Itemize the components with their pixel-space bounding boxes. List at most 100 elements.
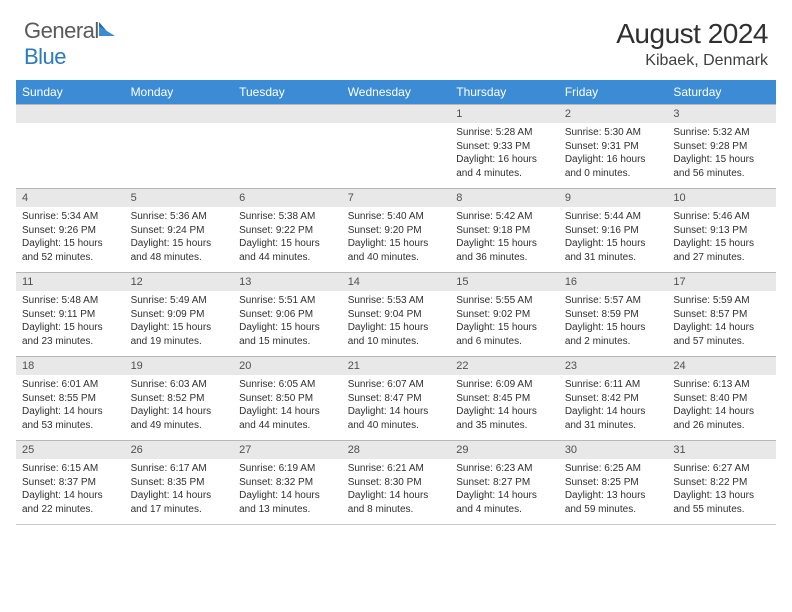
sunrise-text: Sunrise: 5:42 AM bbox=[456, 210, 553, 224]
day-data: Sunrise: 6:23 AMSunset: 8:27 PMDaylight:… bbox=[450, 459, 559, 524]
day-number: 27 bbox=[233, 440, 342, 459]
day-data: Sunrise: 5:40 AMSunset: 9:20 PMDaylight:… bbox=[342, 207, 451, 272]
month-year: August 2024 bbox=[616, 18, 768, 50]
daylight-text: Daylight: 15 hours and 23 minutes. bbox=[22, 321, 119, 348]
sunrise-text: Sunrise: 6:25 AM bbox=[565, 462, 662, 476]
brand-logo: GeneralBlue bbox=[24, 18, 117, 70]
sunrise-text: Sunrise: 6:13 AM bbox=[673, 378, 770, 392]
sunrise-text: Sunrise: 6:21 AM bbox=[348, 462, 445, 476]
daylight-text: Daylight: 15 hours and 19 minutes. bbox=[131, 321, 228, 348]
day-number: 25 bbox=[16, 440, 125, 459]
day-cell: 26Sunrise: 6:17 AMSunset: 8:35 PMDayligh… bbox=[125, 440, 234, 525]
week-row: 4Sunrise: 5:34 AMSunset: 9:26 PMDaylight… bbox=[16, 188, 776, 272]
brand-text: GeneralBlue bbox=[24, 18, 117, 70]
day-number: 26 bbox=[125, 440, 234, 459]
daylight-text: Daylight: 15 hours and 27 minutes. bbox=[673, 237, 770, 264]
sunset-text: Sunset: 8:52 PM bbox=[131, 392, 228, 406]
day-cell: 1Sunrise: 5:28 AMSunset: 9:33 PMDaylight… bbox=[450, 104, 559, 188]
daylight-text: Daylight: 15 hours and 2 minutes. bbox=[565, 321, 662, 348]
day-number: 19 bbox=[125, 356, 234, 375]
day-data bbox=[342, 123, 451, 183]
sunrise-text: Sunrise: 6:23 AM bbox=[456, 462, 553, 476]
calendar-body: 1Sunrise: 5:28 AMSunset: 9:33 PMDaylight… bbox=[16, 104, 776, 525]
day-cell: 18Sunrise: 6:01 AMSunset: 8:55 PMDayligh… bbox=[16, 356, 125, 440]
sunset-text: Sunset: 8:32 PM bbox=[239, 476, 336, 490]
sunrise-text: Sunrise: 6:15 AM bbox=[22, 462, 119, 476]
day-header: Tuesday bbox=[233, 80, 342, 104]
day-number bbox=[125, 104, 234, 123]
week-row: 11Sunrise: 5:48 AMSunset: 9:11 PMDayligh… bbox=[16, 272, 776, 356]
sunset-text: Sunset: 9:20 PM bbox=[348, 224, 445, 238]
day-cell: 24Sunrise: 6:13 AMSunset: 8:40 PMDayligh… bbox=[667, 356, 776, 440]
day-cell: 25Sunrise: 6:15 AMSunset: 8:37 PMDayligh… bbox=[16, 440, 125, 525]
day-number: 31 bbox=[667, 440, 776, 459]
day-number: 22 bbox=[450, 356, 559, 375]
day-data: Sunrise: 6:21 AMSunset: 8:30 PMDaylight:… bbox=[342, 459, 451, 524]
sunrise-text: Sunrise: 5:53 AM bbox=[348, 294, 445, 308]
day-data: Sunrise: 5:59 AMSunset: 8:57 PMDaylight:… bbox=[667, 291, 776, 356]
brand-text-general: General bbox=[24, 18, 99, 43]
sunset-text: Sunset: 8:35 PM bbox=[131, 476, 228, 490]
day-cell: 3Sunrise: 5:32 AMSunset: 9:28 PMDaylight… bbox=[667, 104, 776, 188]
sunset-text: Sunset: 8:30 PM bbox=[348, 476, 445, 490]
day-number bbox=[342, 104, 451, 123]
daylight-text: Daylight: 14 hours and 44 minutes. bbox=[239, 405, 336, 432]
day-cell: 10Sunrise: 5:46 AMSunset: 9:13 PMDayligh… bbox=[667, 188, 776, 272]
sunset-text: Sunset: 9:24 PM bbox=[131, 224, 228, 238]
day-cell: 6Sunrise: 5:38 AMSunset: 9:22 PMDaylight… bbox=[233, 188, 342, 272]
day-cell: 11Sunrise: 5:48 AMSunset: 9:11 PMDayligh… bbox=[16, 272, 125, 356]
day-data: Sunrise: 6:11 AMSunset: 8:42 PMDaylight:… bbox=[559, 375, 668, 440]
sunset-text: Sunset: 9:31 PM bbox=[565, 140, 662, 154]
day-data: Sunrise: 5:55 AMSunset: 9:02 PMDaylight:… bbox=[450, 291, 559, 356]
day-data: Sunrise: 5:42 AMSunset: 9:18 PMDaylight:… bbox=[450, 207, 559, 272]
day-number: 6 bbox=[233, 188, 342, 207]
day-cell: 15Sunrise: 5:55 AMSunset: 9:02 PMDayligh… bbox=[450, 272, 559, 356]
day-number bbox=[233, 104, 342, 123]
day-number: 8 bbox=[450, 188, 559, 207]
sunrise-text: Sunrise: 6:19 AM bbox=[239, 462, 336, 476]
day-cell: 22Sunrise: 6:09 AMSunset: 8:45 PMDayligh… bbox=[450, 356, 559, 440]
day-number: 1 bbox=[450, 104, 559, 123]
day-data: Sunrise: 5:57 AMSunset: 8:59 PMDaylight:… bbox=[559, 291, 668, 356]
day-number: 29 bbox=[450, 440, 559, 459]
sunrise-text: Sunrise: 5:48 AM bbox=[22, 294, 119, 308]
day-cell bbox=[125, 104, 234, 188]
sunrise-text: Sunrise: 6:11 AM bbox=[565, 378, 662, 392]
day-data: Sunrise: 6:05 AMSunset: 8:50 PMDaylight:… bbox=[233, 375, 342, 440]
sunset-text: Sunset: 9:18 PM bbox=[456, 224, 553, 238]
sunset-text: Sunset: 8:45 PM bbox=[456, 392, 553, 406]
sunrise-text: Sunrise: 6:07 AM bbox=[348, 378, 445, 392]
sunrise-text: Sunrise: 6:01 AM bbox=[22, 378, 119, 392]
daylight-text: Daylight: 15 hours and 6 minutes. bbox=[456, 321, 553, 348]
day-data: Sunrise: 6:17 AMSunset: 8:35 PMDaylight:… bbox=[125, 459, 234, 524]
day-header: Saturday bbox=[667, 80, 776, 104]
day-number: 17 bbox=[667, 272, 776, 291]
day-cell: 23Sunrise: 6:11 AMSunset: 8:42 PMDayligh… bbox=[559, 356, 668, 440]
day-data: Sunrise: 6:13 AMSunset: 8:40 PMDaylight:… bbox=[667, 375, 776, 440]
daylight-text: Daylight: 15 hours and 48 minutes. bbox=[131, 237, 228, 264]
sunrise-text: Sunrise: 5:28 AM bbox=[456, 126, 553, 140]
day-data bbox=[233, 123, 342, 183]
day-data: Sunrise: 6:09 AMSunset: 8:45 PMDaylight:… bbox=[450, 375, 559, 440]
day-data: Sunrise: 5:38 AMSunset: 9:22 PMDaylight:… bbox=[233, 207, 342, 272]
sunrise-text: Sunrise: 6:05 AM bbox=[239, 378, 336, 392]
day-cell: 5Sunrise: 5:36 AMSunset: 9:24 PMDaylight… bbox=[125, 188, 234, 272]
day-cell: 12Sunrise: 5:49 AMSunset: 9:09 PMDayligh… bbox=[125, 272, 234, 356]
sunset-text: Sunset: 9:28 PM bbox=[673, 140, 770, 154]
sunset-text: Sunset: 9:22 PM bbox=[239, 224, 336, 238]
daylight-text: Daylight: 13 hours and 55 minutes. bbox=[673, 489, 770, 516]
day-number: 16 bbox=[559, 272, 668, 291]
day-data: Sunrise: 6:07 AMSunset: 8:47 PMDaylight:… bbox=[342, 375, 451, 440]
daylight-text: Daylight: 15 hours and 36 minutes. bbox=[456, 237, 553, 264]
day-header: Friday bbox=[559, 80, 668, 104]
day-data: Sunrise: 6:25 AMSunset: 8:25 PMDaylight:… bbox=[559, 459, 668, 524]
day-number: 9 bbox=[559, 188, 668, 207]
sunrise-text: Sunrise: 5:55 AM bbox=[456, 294, 553, 308]
day-number: 24 bbox=[667, 356, 776, 375]
day-cell: 17Sunrise: 5:59 AMSunset: 8:57 PMDayligh… bbox=[667, 272, 776, 356]
daylight-text: Daylight: 15 hours and 40 minutes. bbox=[348, 237, 445, 264]
sunset-text: Sunset: 8:59 PM bbox=[565, 308, 662, 322]
sunset-text: Sunset: 8:47 PM bbox=[348, 392, 445, 406]
week-row: 1Sunrise: 5:28 AMSunset: 9:33 PMDaylight… bbox=[16, 104, 776, 188]
sunset-text: Sunset: 9:16 PM bbox=[565, 224, 662, 238]
